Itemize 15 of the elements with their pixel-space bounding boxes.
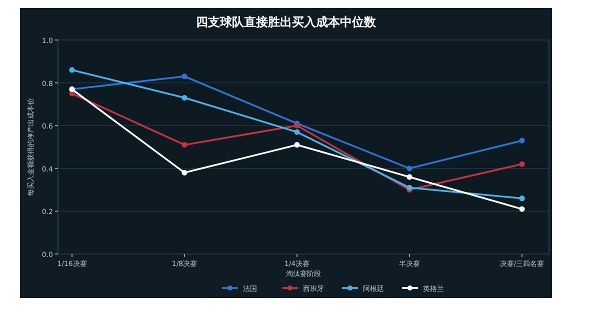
point (182, 74, 188, 80)
point (406, 184, 412, 190)
point (406, 174, 412, 180)
point (69, 67, 75, 73)
point (182, 142, 188, 148)
point (519, 138, 525, 144)
point (519, 161, 525, 167)
point (294, 142, 300, 148)
point (406, 166, 412, 172)
point (182, 170, 188, 176)
chart-title: 四支球队直接胜出买入成本中位数 (196, 15, 377, 29)
point (519, 196, 525, 202)
point (182, 94, 188, 101)
point (519, 206, 525, 212)
point (294, 129, 300, 135)
